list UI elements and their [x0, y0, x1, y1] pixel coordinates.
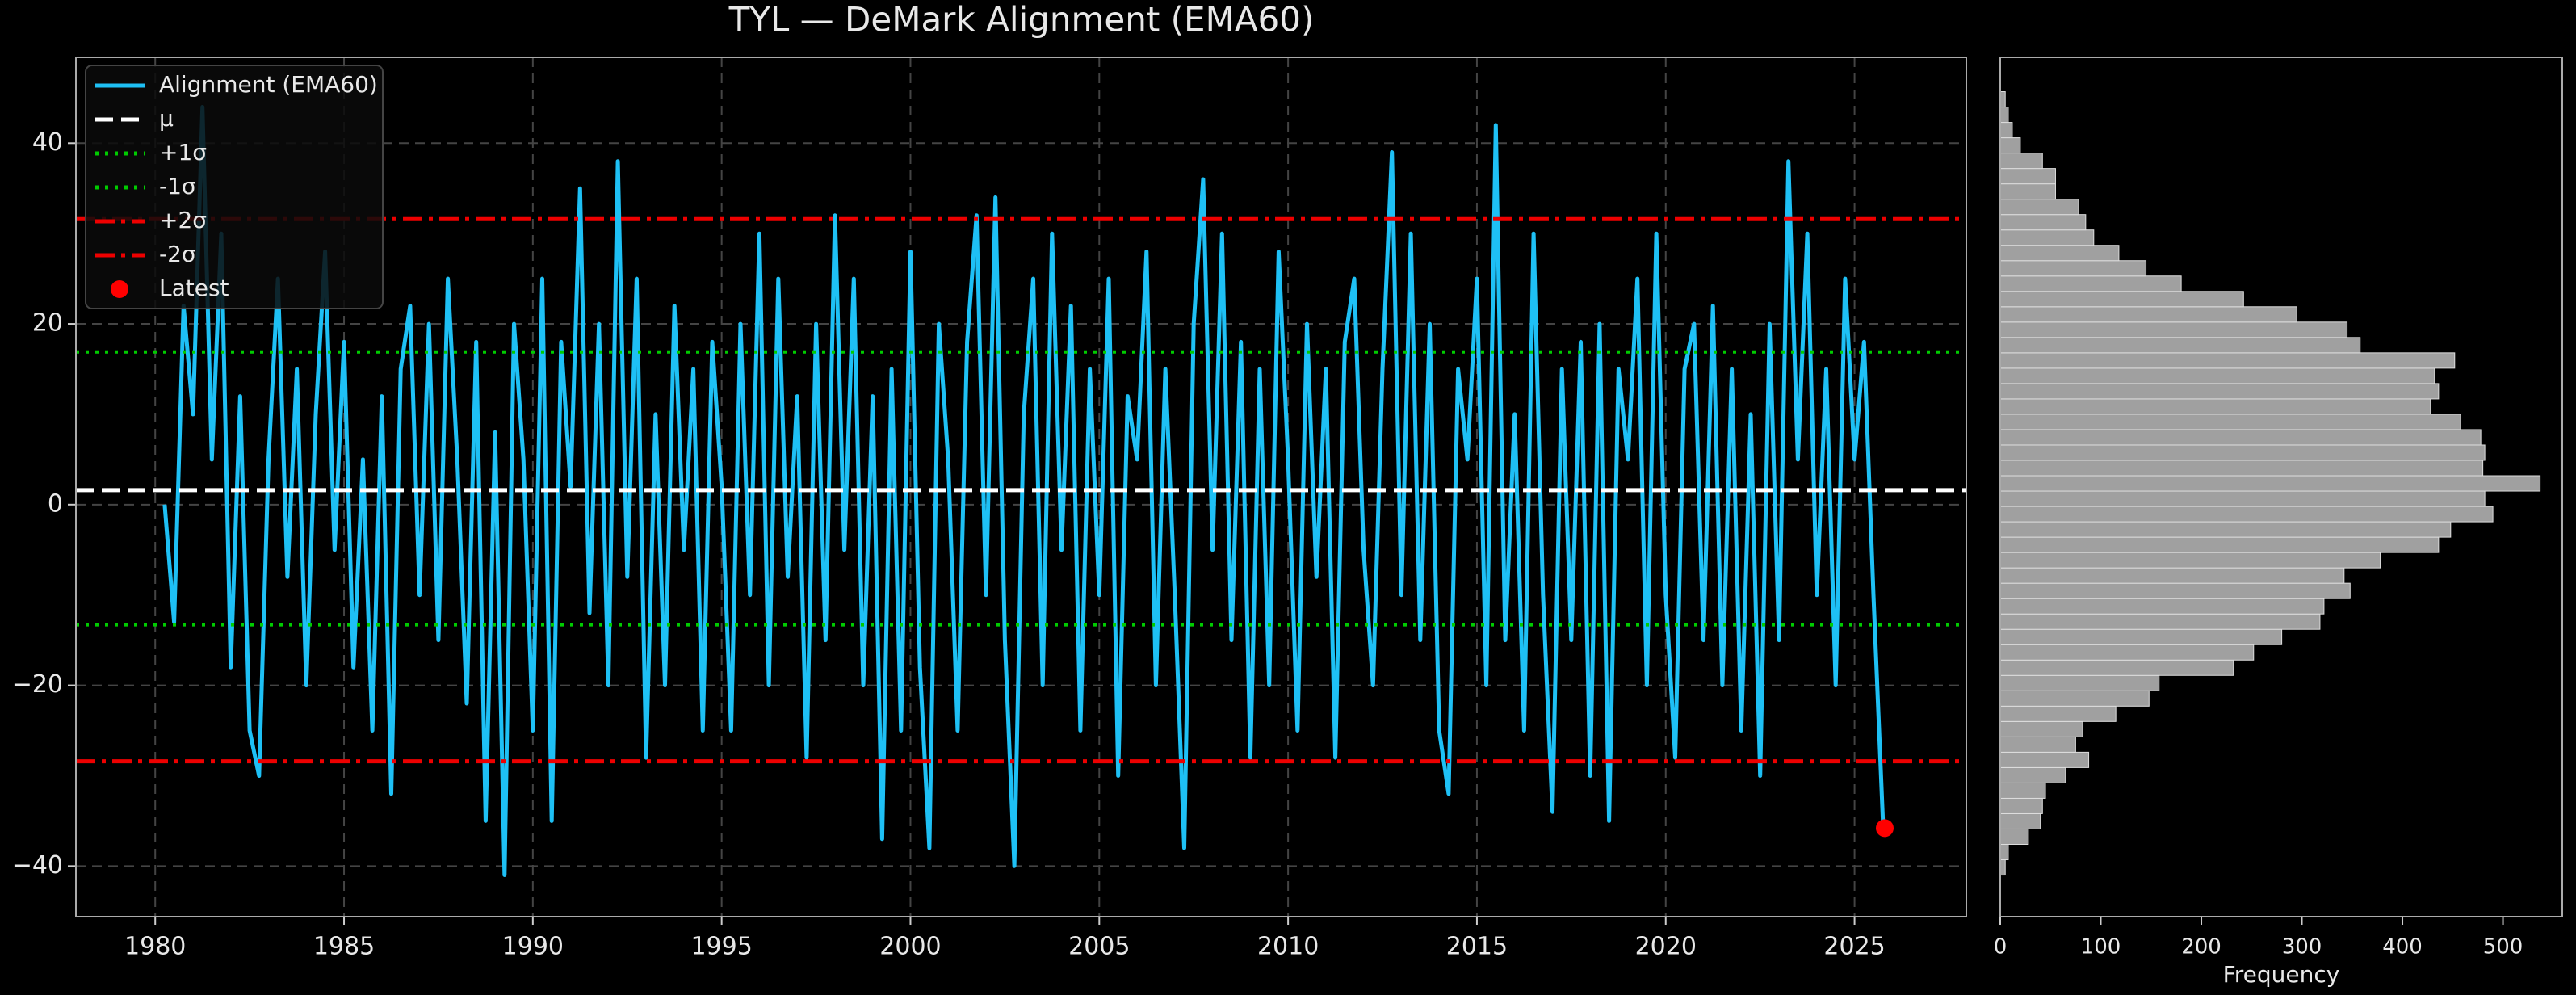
legend-label: -2σ: [159, 241, 196, 267]
histogram-bar: [1999, 705, 2117, 722]
histogram-bar: [1999, 766, 2066, 783]
histogram-bar: [1999, 644, 2255, 661]
data-line: [162, 105, 1886, 877]
y-tick-label: 20: [32, 309, 63, 338]
histogram-bar: [1999, 659, 2234, 676]
x-tick-label: 1990: [502, 933, 564, 961]
histogram-bar: [1999, 260, 2147, 277]
legend-label: -1σ: [159, 173, 196, 199]
histogram-bar: [1999, 337, 2361, 354]
x-tick-label: 2025: [1823, 933, 1885, 961]
histogram-bar: [1999, 414, 2461, 430]
x-tick-label: 1985: [313, 933, 375, 961]
x-tick-label: 2010: [1257, 933, 1319, 961]
histogram-bar: [1999, 828, 2029, 845]
histogram-bar: [1999, 291, 2244, 308]
histogram-bar: [1999, 383, 2440, 400]
plot-frame: [1999, 57, 2563, 917]
histogram-bar: [1999, 843, 2009, 861]
histogram-bar: [1999, 429, 2482, 446]
histogram-bar: [1999, 444, 2486, 461]
histogram-bar: [1999, 552, 2381, 569]
histogram-bar: [1999, 690, 2150, 707]
histogram-bar: [1999, 137, 2021, 154]
histogram-bar: [1999, 536, 2440, 553]
x-tick-label: 1995: [690, 933, 752, 961]
histogram-bar: [1999, 367, 2435, 384]
histogram-bar: [1999, 674, 2160, 691]
legend-marker: [111, 280, 128, 298]
histogram-bar: [1999, 521, 2452, 538]
histogram-bar: [1999, 214, 2087, 231]
histogram-bar: [1999, 582, 2351, 599]
histogram-bar: [1999, 306, 2297, 323]
histogram-bar: [1999, 506, 2494, 523]
histogram-bar: [1999, 245, 2120, 262]
x-tick-label: 500: [2483, 935, 2524, 959]
histogram-bar: [1999, 229, 2095, 246]
histogram-bar: [1999, 812, 2041, 829]
histogram-bar: [1999, 183, 2056, 200]
x-tick-label: 2005: [1068, 933, 1130, 961]
x-axis-label: Frequency: [2223, 961, 2340, 988]
y-tick-label: −40: [12, 851, 63, 880]
legend-label: Alignment (EMA60): [159, 71, 378, 98]
x-tick-label: 2000: [879, 933, 941, 961]
x-tick-label: 1980: [124, 933, 186, 961]
chart-title: TYL — DeMark Alignment (EMA60): [728, 0, 1315, 40]
x-tick-label: 2015: [1446, 933, 1508, 961]
histogram-bar: [1999, 797, 2043, 814]
y-tick-label: 0: [48, 489, 63, 518]
histogram-bar: [1999, 782, 2046, 799]
x-tick-label: 200: [2181, 935, 2221, 959]
histogram-bar: [1999, 567, 2345, 584]
histogram-bar: [1999, 598, 2325, 615]
x-tick-label: 300: [2282, 935, 2322, 959]
histogram-bar: [1999, 736, 2076, 753]
histogram-bar: [1999, 628, 2283, 645]
histogram-bar: [1999, 460, 2484, 477]
x-tick-label: 100: [2081, 935, 2121, 959]
histogram-bar: [1999, 275, 2182, 292]
histogram-bar: [1999, 153, 2043, 170]
x-tick-label: 2020: [1635, 933, 1697, 961]
histogram-bar: [1999, 720, 2083, 737]
legend-label: +2σ: [159, 207, 207, 233]
latest-point: [1875, 819, 1894, 838]
legend-box: [85, 65, 384, 309]
histogram-bar: [1999, 613, 2321, 630]
histogram-bar: [1999, 122, 2013, 139]
histogram-bar: [1999, 168, 2056, 185]
legend-label: μ: [159, 105, 174, 132]
x-tick-label: 400: [2382, 935, 2423, 959]
legend-label: Latest: [159, 275, 229, 301]
plot-frame: [75, 57, 1967, 917]
histogram-bar: [1999, 107, 2009, 124]
histogram-bar: [1999, 352, 2456, 369]
histogram-bar: [1999, 490, 2486, 507]
histogram-bar: [1999, 398, 2431, 415]
histogram-bar: [1999, 475, 2541, 492]
x-tick-label: 0: [1994, 935, 2008, 959]
histogram-bar: [1999, 321, 2348, 338]
histogram-bar: [1999, 751, 2090, 768]
histogram-bar: [1999, 199, 2079, 216]
y-tick-label: 40: [32, 128, 63, 157]
y-tick-label: −20: [12, 670, 63, 699]
legend-label: +1σ: [159, 139, 207, 166]
